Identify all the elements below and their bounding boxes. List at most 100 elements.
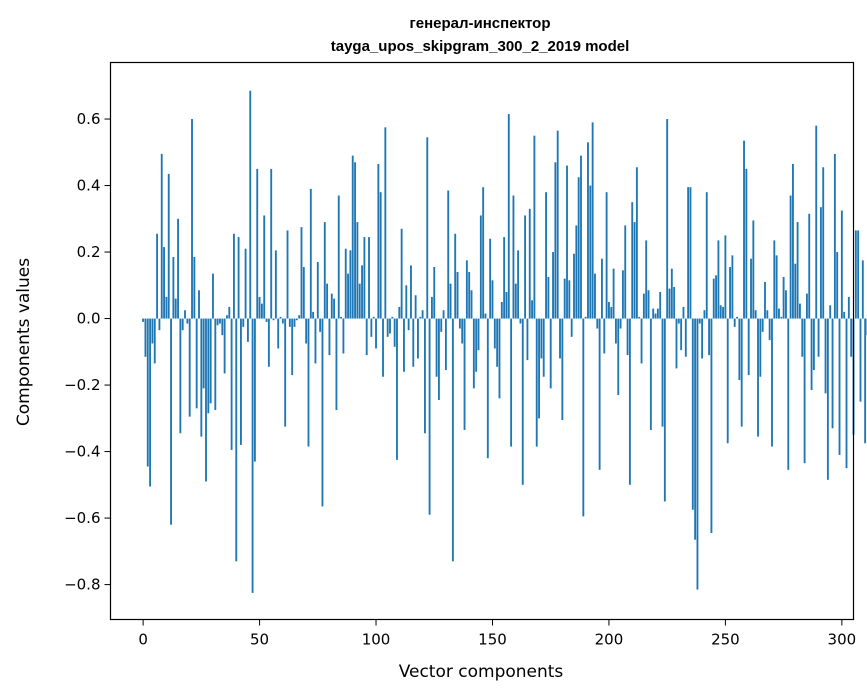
bar (149, 318, 152, 487)
bar (617, 318, 620, 396)
bar (496, 318, 499, 367)
bar (368, 237, 370, 319)
bar (365, 318, 368, 356)
bar (642, 293, 645, 319)
bar (596, 318, 599, 329)
bar (456, 272, 459, 319)
bar (703, 310, 706, 319)
bar (589, 185, 592, 319)
bar (412, 318, 415, 367)
bar (340, 316, 343, 319)
bar (733, 318, 736, 327)
bar (277, 318, 280, 349)
bar (817, 318, 820, 357)
bar (747, 318, 750, 376)
bar (705, 192, 708, 319)
bar (372, 316, 375, 319)
bar (673, 286, 676, 319)
bar (787, 318, 790, 470)
bar (752, 220, 755, 319)
bar (857, 230, 860, 319)
bar (263, 215, 266, 319)
x-tick-label: 50 (250, 631, 269, 649)
bar (587, 142, 589, 319)
bar (799, 303, 801, 319)
bar (633, 222, 636, 319)
bar (608, 301, 610, 319)
bar (477, 318, 480, 351)
bar (335, 318, 338, 410)
bar (326, 283, 329, 319)
bar (300, 227, 303, 319)
bar (601, 258, 603, 319)
bar (200, 318, 203, 437)
bar (233, 233, 235, 319)
bar (573, 253, 575, 319)
y-tick-label: 0.4 (77, 177, 101, 195)
bar (649, 318, 652, 430)
bar (258, 296, 261, 319)
bar (174, 298, 177, 319)
bar (389, 318, 391, 334)
bar (188, 318, 191, 417)
bar (491, 280, 494, 319)
bar (195, 318, 198, 409)
bar (531, 300, 534, 319)
bar (328, 318, 331, 356)
bar (449, 283, 452, 319)
bar (598, 318, 601, 470)
bar (500, 301, 503, 319)
bar (861, 260, 864, 319)
bar (240, 318, 242, 445)
bar (270, 168, 273, 319)
bar (216, 318, 219, 326)
bar (484, 313, 487, 319)
bar (321, 318, 324, 507)
bar (170, 318, 172, 525)
bar (542, 318, 545, 377)
bar (458, 318, 461, 329)
bar (722, 306, 724, 319)
bar (428, 318, 431, 515)
bar (819, 207, 822, 319)
bar (507, 114, 510, 319)
bar (281, 318, 284, 324)
bar (514, 283, 517, 319)
bar (284, 318, 287, 427)
bar (745, 168, 748, 319)
bar (505, 291, 508, 319)
bar (221, 318, 224, 336)
bar (715, 275, 718, 319)
bar (610, 306, 613, 319)
bar (382, 318, 384, 377)
bar (563, 278, 566, 319)
bar (659, 291, 662, 319)
bar (680, 318, 683, 351)
plot-frame (109, 61, 855, 621)
bar (479, 215, 482, 319)
bar (475, 318, 478, 372)
bar (309, 188, 312, 319)
bar (792, 163, 794, 319)
bar (191, 119, 193, 319)
bar (465, 260, 468, 319)
bar (314, 318, 317, 364)
bar (512, 195, 515, 319)
bar (612, 268, 615, 319)
bar (528, 208, 531, 319)
bar (265, 318, 268, 322)
bar (773, 240, 776, 319)
bar (207, 318, 210, 414)
bar (198, 290, 200, 319)
bar (235, 318, 238, 562)
bar (552, 252, 554, 319)
bar (647, 290, 650, 319)
y-tick-label: 0.0 (77, 310, 101, 328)
bar (342, 318, 345, 354)
bar (407, 318, 410, 331)
bar (731, 255, 734, 319)
x-tick-label: 0 (138, 631, 148, 649)
bar (738, 318, 741, 381)
x-tick-label: 250 (711, 631, 740, 649)
bar (656, 308, 659, 319)
